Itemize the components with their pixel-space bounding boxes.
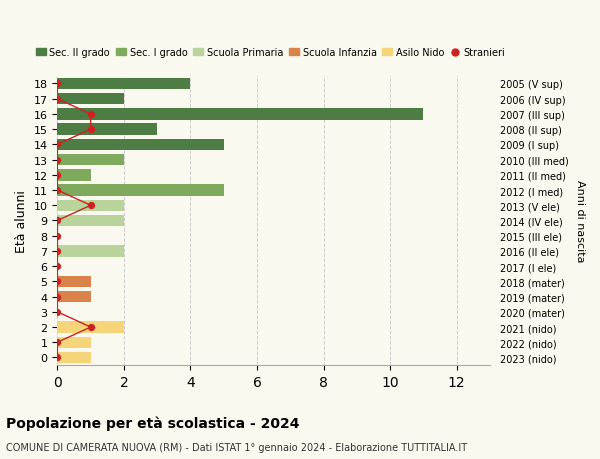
Bar xyxy=(58,155,124,166)
Bar xyxy=(58,200,124,212)
Bar xyxy=(58,246,124,257)
Bar xyxy=(58,124,157,135)
Bar xyxy=(58,291,91,302)
Point xyxy=(53,293,62,301)
Text: Popolazione per età scolastica - 2024: Popolazione per età scolastica - 2024 xyxy=(6,415,299,430)
Text: COMUNE DI CAMERATA NUOVA (RM) - Dati ISTAT 1° gennaio 2024 - Elaborazione TUTTIT: COMUNE DI CAMERATA NUOVA (RM) - Dati IST… xyxy=(6,442,467,452)
Point xyxy=(53,308,62,316)
Point xyxy=(53,278,62,285)
Point xyxy=(53,81,62,88)
Y-axis label: Età alunni: Età alunni xyxy=(15,190,28,252)
Point xyxy=(86,111,95,118)
Point xyxy=(53,339,62,346)
Y-axis label: Anni di nascita: Anni di nascita xyxy=(575,180,585,262)
Point xyxy=(53,217,62,224)
Bar xyxy=(58,140,224,151)
Bar xyxy=(58,215,124,227)
Bar xyxy=(58,78,190,90)
Bar xyxy=(58,322,124,333)
Bar xyxy=(58,109,424,120)
Point xyxy=(86,202,95,209)
Bar xyxy=(58,276,91,287)
Point xyxy=(53,187,62,194)
Point xyxy=(53,263,62,270)
Point xyxy=(53,248,62,255)
Point xyxy=(53,233,62,240)
Legend: Sec. II grado, Sec. I grado, Scuola Primaria, Scuola Infanzia, Asilo Nido, Stran: Sec. II grado, Sec. I grado, Scuola Prim… xyxy=(32,44,509,62)
Bar xyxy=(58,337,91,348)
Bar xyxy=(58,94,124,105)
Bar xyxy=(58,170,91,181)
Point xyxy=(53,96,62,103)
Point xyxy=(86,126,95,134)
Point xyxy=(86,324,95,331)
Point xyxy=(53,157,62,164)
Point xyxy=(53,354,62,361)
Bar xyxy=(58,185,224,196)
Point xyxy=(53,141,62,149)
Point xyxy=(53,172,62,179)
Bar xyxy=(58,352,91,364)
